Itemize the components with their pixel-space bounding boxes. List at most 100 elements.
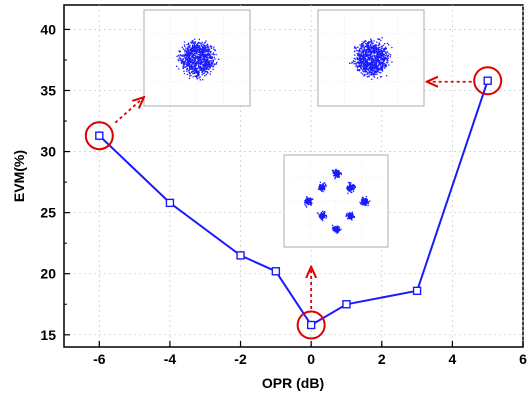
constellation-dot — [198, 77, 200, 79]
constellation-dot — [373, 75, 375, 77]
constellation-dot — [350, 215, 352, 217]
constellation-dot — [322, 215, 324, 217]
constellation-dot — [205, 55, 207, 57]
constellation-dot — [193, 62, 195, 64]
constellation-dot — [358, 48, 361, 51]
constellation-dot — [322, 185, 324, 187]
constellation-dot — [206, 46, 208, 48]
constellation-dot — [196, 71, 199, 73]
constellation-dot — [192, 57, 194, 59]
constellation-dot — [201, 50, 203, 52]
constellation-dot — [367, 204, 369, 207]
constellation-dot — [349, 182, 351, 184]
constellation-dot — [334, 228, 337, 230]
constellation-dot — [325, 183, 327, 186]
constellation-dot — [320, 185, 323, 187]
constellation-dot — [194, 46, 196, 48]
constellation-dot — [335, 176, 337, 178]
constellation-dot — [210, 64, 212, 67]
constellation-dot — [371, 56, 374, 58]
constellation-dot — [204, 41, 206, 44]
constellation-dot — [364, 202, 366, 204]
constellation-dot — [188, 51, 191, 54]
constellation-dot — [210, 65, 212, 68]
constellation-dot — [366, 200, 368, 202]
constellation-dot — [380, 39, 382, 42]
constellation-dot — [321, 190, 323, 192]
constellation-dot — [183, 44, 186, 46]
constellation-dot — [192, 59, 195, 62]
constellation-dot — [202, 55, 204, 57]
constellation-dot — [357, 62, 359, 64]
constellation-dot — [340, 172, 342, 174]
constellation-dot — [178, 60, 180, 62]
constellation-dot — [349, 211, 351, 214]
constellation-dot — [324, 211, 326, 213]
constellation-dot — [191, 56, 193, 59]
constellation-dot — [197, 56, 199, 58]
constellation-dot — [378, 48, 380, 51]
constellation-dot — [182, 55, 184, 57]
constellation-dot — [368, 71, 370, 73]
constellation-dot — [320, 184, 322, 186]
constellation-dot — [380, 50, 382, 52]
constellation-dot — [335, 171, 338, 173]
constellation-dot — [205, 70, 208, 73]
constellation-dot — [360, 53, 362, 55]
constellation-dot — [353, 188, 355, 190]
constellation-dot — [184, 45, 186, 47]
constellation-dot — [357, 54, 359, 56]
constellation-dot — [205, 74, 207, 76]
constellation-dot — [320, 187, 322, 189]
constellation-dot — [193, 60, 195, 62]
constellation-dot — [206, 56, 208, 58]
constellation-dot — [376, 66, 378, 69]
constellation-dot — [355, 47, 357, 49]
constellation-dot — [333, 175, 335, 177]
constellation-dot — [373, 55, 375, 57]
constellation-dot — [379, 62, 382, 65]
constellation-dot — [199, 52, 201, 55]
constellation-dot — [360, 51, 362, 53]
constellation-dot — [381, 61, 384, 64]
constellation-dot — [305, 202, 307, 204]
constellation-dot — [310, 199, 312, 201]
constellation-dot — [319, 185, 321, 187]
constellation-dot — [192, 73, 194, 75]
constellation-dot — [320, 211, 323, 214]
constellation-dot — [203, 49, 205, 52]
constellation-dot — [213, 63, 215, 65]
constellation-dot — [201, 41, 203, 43]
constellation-dot — [182, 48, 184, 50]
constellation-dot — [202, 66, 204, 68]
constellation-dot — [185, 63, 187, 66]
constellation-dot — [359, 58, 361, 61]
constellation-dot — [207, 61, 209, 63]
constellation-dot — [199, 46, 201, 48]
constellation-dot — [189, 53, 192, 55]
constellation-dot — [180, 59, 182, 61]
constellation-dot — [305, 199, 307, 201]
constellation-dot — [187, 59, 189, 62]
constellation-dot — [370, 45, 372, 47]
constellation-dot — [193, 54, 195, 57]
constellation-dot — [352, 62, 354, 64]
constellation-dot — [370, 43, 372, 46]
constellation-dot — [199, 67, 201, 69]
data-point-marker — [342, 300, 351, 309]
constellation-dot — [377, 59, 379, 61]
constellation-dot — [352, 185, 354, 187]
constellation-dot — [193, 54, 196, 56]
constellation-dot — [365, 71, 367, 73]
constellation-dot — [200, 66, 202, 68]
constellation-dot — [196, 43, 198, 46]
constellation-dot — [380, 56, 383, 59]
constellation-dot — [193, 47, 195, 49]
constellation-dot — [198, 50, 200, 52]
constellation-dot — [194, 42, 196, 45]
constellation-dot — [367, 69, 369, 72]
constellation-dot — [384, 50, 386, 53]
constellation-dot — [366, 76, 368, 78]
constellation-dot — [378, 56, 380, 58]
